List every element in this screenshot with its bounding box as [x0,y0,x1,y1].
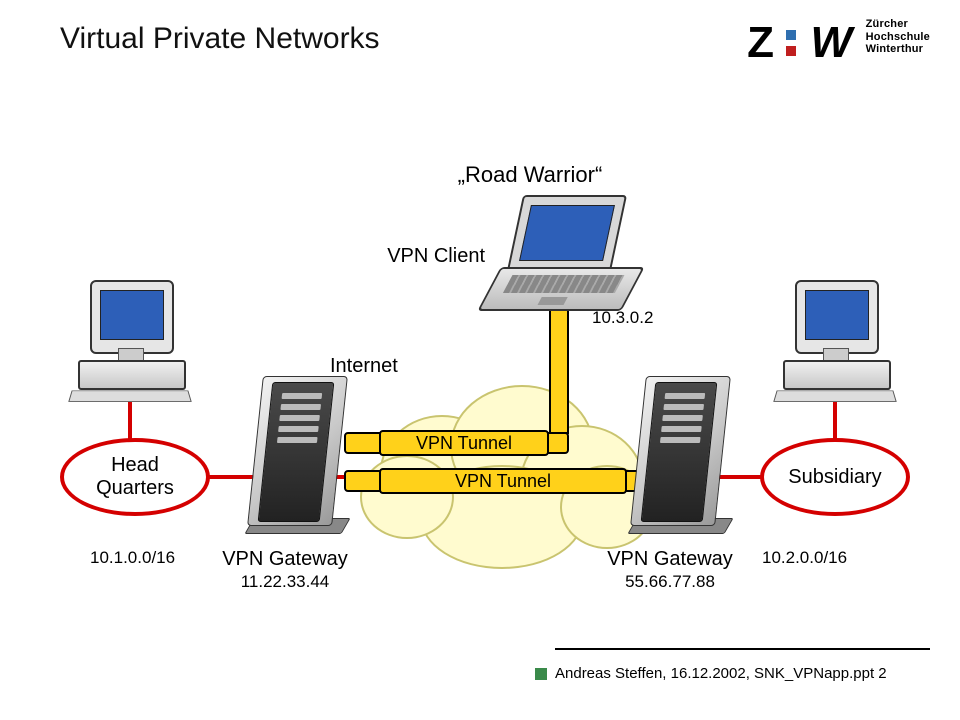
slide: Virtual Private Networks Z W Zürcher Hoc… [0,0,960,720]
workstation-sub-icon [775,280,895,400]
ip-hq: 10.1.0.0/16 [90,548,175,568]
workstation-hq-icon [70,280,190,400]
footer-bullet-icon [535,668,547,680]
tunnel-bottom-label: VPN Tunnel [455,471,551,492]
network-hq-label: HeadQuarters [96,454,174,500]
tunnel-vertical [549,300,569,434]
logo: Z W [747,18,850,68]
road-warrior-label: „Road Warrior“ [400,162,660,188]
institution-label: Zürcher Hochschule Winterthur [866,18,930,56]
institution-line2: Hochschule [866,31,930,44]
network-hq: HeadQuarters [60,438,210,516]
logo-dot-bottom [786,46,796,56]
gw-right-label: VPN Gateway [575,548,765,571]
gw-left-label: VPN Gateway [200,548,370,571]
footer-text: Andreas Steffen, 16.12.2002, SNK_VPNapp.… [555,665,887,682]
network-sub: Subsidiary [760,438,910,516]
logo-dot-top [786,30,796,40]
tunnel-top: VPN Tunnel [379,430,549,456]
link-crtright-down [833,402,837,442]
slide-title: Virtual Private Networks [60,22,380,56]
logo-w: W [810,18,850,67]
internet-label: Internet [330,355,450,378]
ip-road-warrior: 10.3.0.2 [592,308,653,328]
laptop-road-warrior-icon [485,195,635,315]
logo-z: Z [747,18,772,67]
ip-sub: 10.2.0.0/16 [762,548,847,568]
institution-line3: Winterthur [866,43,930,56]
vpn-gateway-right-icon [638,376,723,526]
tunnel-bottom: VPN Tunnel [379,468,627,494]
vpn-client-label: VPN Client [355,245,485,268]
vpn-gateway-left-icon [255,376,340,526]
gw-left-ip: 11.22.33.44 [200,572,370,592]
network-sub-label: Subsidiary [788,466,881,489]
footer-divider [555,648,930,650]
tunnel-top-label: VPN Tunnel [416,433,512,454]
link-crtleft-down [128,402,132,442]
institution-line1: Zürcher [866,18,930,31]
gw-right-ip: 55.66.77.88 [575,572,765,592]
link-gwright-to-sub [718,475,764,479]
